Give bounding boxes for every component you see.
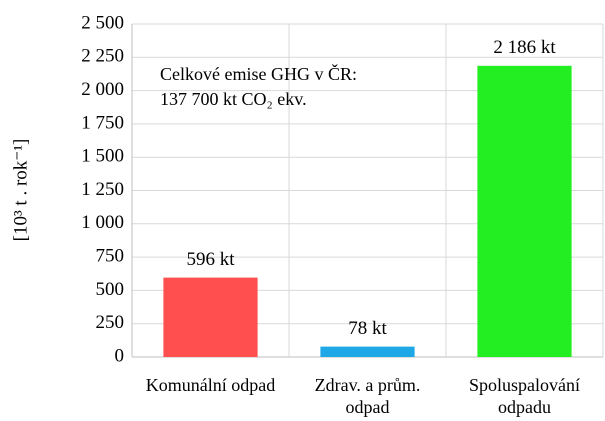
bar <box>477 65 572 357</box>
y-tick-label: 1 500 <box>81 146 124 167</box>
y-tick-label: 2 000 <box>81 79 124 100</box>
bar <box>320 346 415 357</box>
y-tick-label: 2 500 <box>81 12 124 33</box>
x-tick-label: Zdrav. a prům. odpad <box>314 375 421 417</box>
y-tick-label: 2 250 <box>81 46 124 67</box>
y-tick-label: 500 <box>96 279 125 300</box>
x-tick-label: Spoluspalování odpadu <box>469 375 580 417</box>
y-tick-label: 0 <box>115 345 125 366</box>
bar <box>163 277 258 357</box>
y-tick-label: 250 <box>96 312 125 333</box>
data-label: 78 kt <box>348 318 387 339</box>
annotation: 137 700 kt CO₂ ekv. <box>160 89 307 109</box>
y-tick-label: 1 250 <box>81 179 124 200</box>
annotation: Celkové emise GHG v ČR: <box>160 63 357 84</box>
y-tick-label: 750 <box>96 245 125 266</box>
y-axis-title: [10³ t . rok⁻¹] <box>10 139 31 242</box>
data-label: 2 186 kt <box>493 37 556 58</box>
y-tick-label: 1 750 <box>81 112 124 133</box>
y-tick-label: 1 000 <box>81 212 124 233</box>
x-tick-label: Komunální odpad <box>145 375 276 395</box>
data-label: 596 kt <box>186 249 235 270</box>
